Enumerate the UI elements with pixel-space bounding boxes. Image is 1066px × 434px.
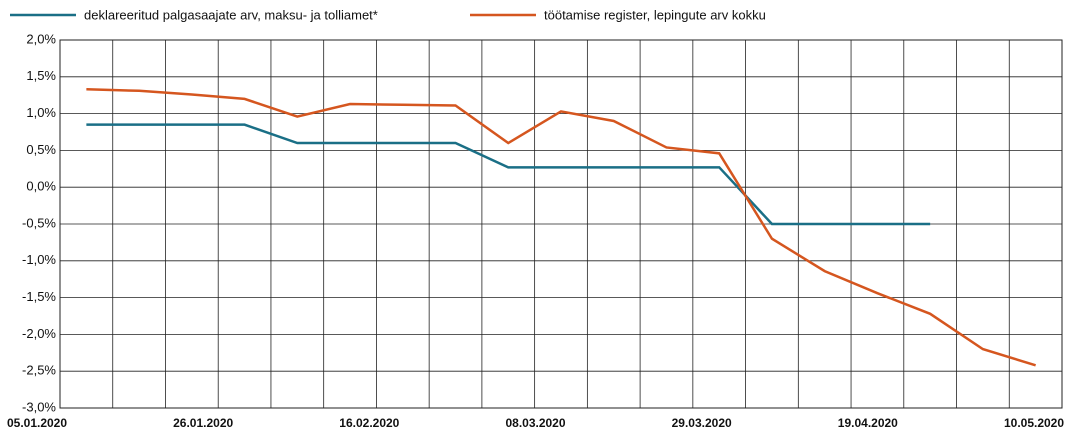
series-line (86, 88, 1036, 367)
y-tick-label: -2,5% (22, 363, 56, 378)
y-tick-label: 1,0% (26, 105, 56, 120)
y-tick-label: 2,0% (26, 31, 56, 46)
y-tick-label: 0,0% (26, 179, 56, 194)
y-tick-label: -3,0% (22, 399, 56, 414)
legend-label: deklareeritud palgasaajate arv, maksu- j… (84, 7, 378, 22)
plot-frame (59, 39, 1063, 409)
x-tick-label: 19.04.2020 (838, 416, 898, 430)
legend-label: töötamise register, lepingute arv kokku (544, 7, 766, 22)
y-tick-label: 1,5% (26, 68, 56, 83)
x-tick-label: 05.01.2020 (7, 416, 67, 430)
x-tick-label: 08.03.2020 (505, 416, 565, 430)
x-tick-label: 26.01.2020 (173, 416, 233, 430)
x-tick-label: 10.05.2020 (1004, 416, 1064, 430)
y-tick-label: -2,0% (22, 326, 56, 341)
x-tick-label: 29.03.2020 (672, 416, 732, 430)
y-tick-label: -1,0% (22, 252, 56, 267)
x-tick-label: 16.02.2020 (339, 416, 399, 430)
y-tick-label: -1,5% (22, 289, 56, 304)
series-line (86, 123, 931, 226)
y-tick-label: 0,5% (26, 142, 56, 157)
y-tick-label: -0,5% (22, 215, 56, 230)
